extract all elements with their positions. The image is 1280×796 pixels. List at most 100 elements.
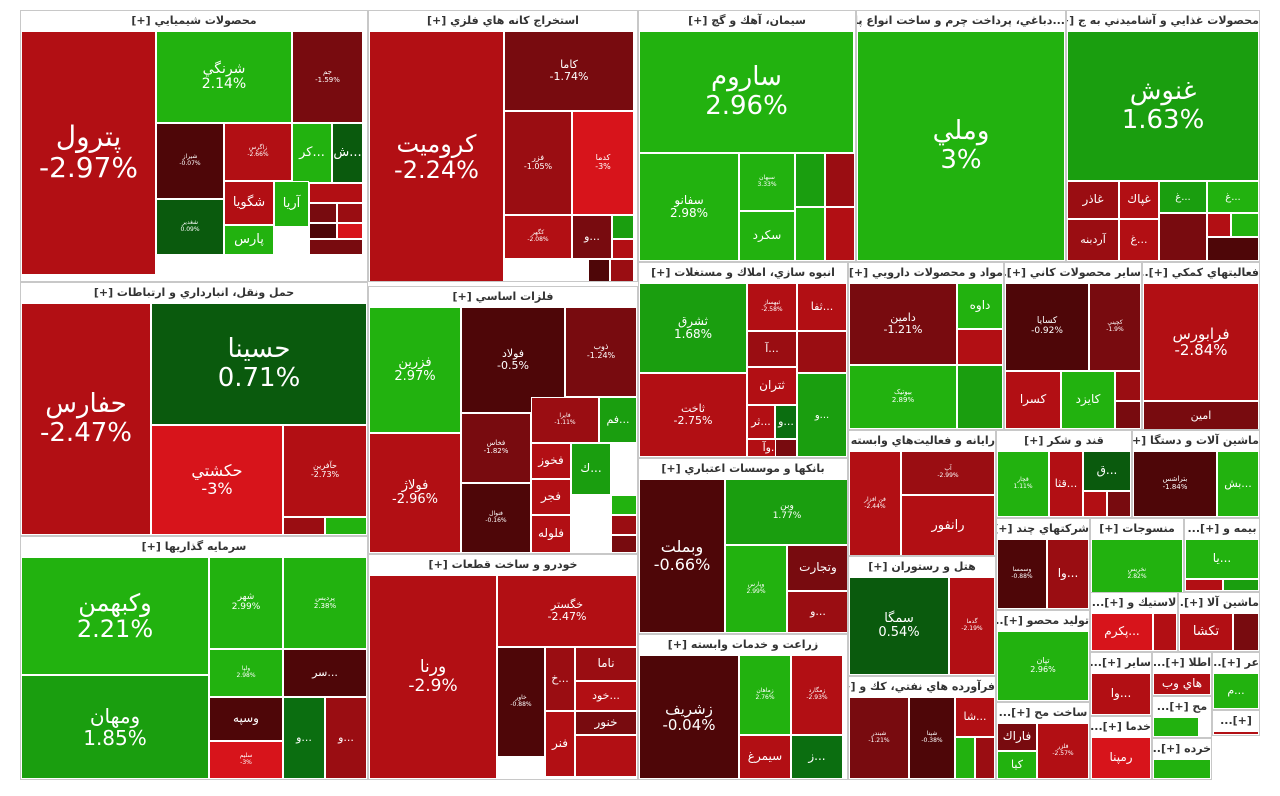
stock-tile[interactable]: داوه [957,283,1003,329]
stock-tile[interactable]: ...م [1213,673,1259,709]
stock-tile[interactable]: قچار 1.11% [997,451,1049,517]
stock-tile[interactable]: وكبهمن 2.21% [21,557,209,675]
stock-tile[interactable]: فولاژ -2.96% [369,433,461,553]
sector-title[interactable]: لاستيك و [+]... [1091,593,1177,613]
sector-title[interactable]: اطلا [+]... [1153,653,1211,673]
sector-title[interactable]: فعاليتهاي كمكي [+]... [1143,263,1259,283]
stock-tile[interactable]: ...و [283,697,325,779]
stock-tile[interactable] [795,153,825,207]
stock-tile[interactable]: ...غ [1119,219,1159,261]
stock-tile[interactable]: كسرا [1005,371,1061,429]
stock-tile[interactable] [611,535,637,553]
sector-title[interactable]: حمل ونقل، انبارداري و ارتباطات [+] [21,283,367,303]
stock-tile[interactable] [309,239,363,255]
sector-title[interactable]: خدما [+]... [1091,717,1151,737]
stock-tile[interactable]: شغدير 0.09% [156,199,224,255]
stock-tile[interactable]: آردبنه [1067,219,1119,261]
stock-tile[interactable] [1223,579,1259,591]
sector-title[interactable]: خرده [+]... [1153,739,1211,759]
stock-tile[interactable] [588,259,610,281]
sector-title[interactable]: ...دباغي، پرداخت چرم و ساخت انواع پاپو [… [857,11,1065,31]
sector-title[interactable]: قند و شكر [+] [997,431,1131,451]
stock-tile[interactable]: جم -1.59% [292,31,363,123]
stock-tile[interactable] [309,223,337,239]
sector-title[interactable]: سایر محصولات كاني [+]... [1005,263,1141,283]
sector-title[interactable]: محصولات غذايي و آشاميدني به ج [+]... [1067,11,1259,31]
stock-tile[interactable]: فزرين 2.97% [369,307,461,433]
stock-tile[interactable]: ساروم 2.96% [639,31,854,153]
stock-tile[interactable]: حفارس -2.47% [21,303,151,535]
stock-tile[interactable]: ...ق [1083,451,1131,491]
stock-tile[interactable]: ...و [775,405,797,439]
stock-tile[interactable]: سكرد [739,211,795,261]
stock-tile[interactable]: وبملت -0.66% [639,479,725,633]
stock-tile[interactable]: كايزد [1061,371,1115,429]
stock-tile[interactable] [1083,491,1107,517]
sector-title[interactable]: فرآورده هاي نفتي، كك و [+]... [849,677,995,697]
stock-tile[interactable]: وتجارت [787,545,847,591]
sector-title[interactable]: ساخت مح [+]... [997,703,1089,723]
stock-tile[interactable]: زاگرس -2.66% [224,123,292,181]
stock-tile[interactable]: ...وا [1047,539,1089,609]
stock-tile[interactable]: فرابورس -2.84% [1143,283,1259,401]
stock-tile[interactable]: كرومیت -2.24% [369,31,504,281]
sector-title[interactable]: عر [+]... [1213,653,1259,673]
stock-tile[interactable]: شيراز -0.07% [156,123,224,199]
stock-tile[interactable]: ...وا [1091,673,1151,715]
stock-tile[interactable]: فولاد -0.5% [461,307,565,413]
stock-tile[interactable]: فنر [545,711,575,777]
stock-tile[interactable]: سمگا 0.54% [849,577,949,675]
stock-tile[interactable]: ...و [797,373,847,457]
stock-tile[interactable]: ...غ [1207,181,1259,213]
stock-tile[interactable]: آپ -2.99% [901,451,995,495]
stock-tile[interactable]: فلزر -2.57% [1037,723,1089,779]
stock-tile[interactable]: ورنا -2.9% [369,575,497,779]
stock-tile[interactable]: وپارس 2.99% [725,545,787,633]
stock-tile[interactable] [957,329,1003,365]
stock-tile[interactable]: زماهان 2.76% [739,655,791,735]
sector-title[interactable]: سرمايه گذاريها [+] [21,537,367,557]
stock-tile[interactable]: سفانو 2.98% [639,153,739,261]
stock-tile[interactable]: سلیم -3% [209,741,283,779]
stock-tile[interactable]: ...آ [747,331,797,367]
stock-tile[interactable] [955,737,975,779]
stock-tile[interactable]: ...ك [571,443,611,495]
stock-tile[interactable]: گدما -2.19% [949,577,995,675]
stock-tile[interactable]: كچيني -1.9% [1089,283,1141,371]
stock-tile[interactable]: تپان 2.96% [997,631,1089,701]
stock-tile[interactable] [1107,491,1131,517]
stock-tile[interactable]: ثبهساز -2.58% [747,283,797,331]
sector-title[interactable]: استخراج كانه هاي فلزي [+] [369,11,637,31]
sector-title[interactable]: محصولات شيميايي [+] [21,11,367,31]
stock-tile[interactable]: شهر 2.99% [209,557,283,649]
stock-tile[interactable]: ...فم [599,397,637,443]
stock-tile[interactable] [309,183,363,203]
sector-title[interactable]: خودرو و ساخت قطعات [+] [369,555,637,575]
sector-title[interactable]: شركتهاي چند [+]... [997,519,1089,539]
stock-tile[interactable]: خنور [575,711,637,735]
stock-tile[interactable] [775,439,797,457]
stock-tile[interactable]: ولپا 2.98% [209,649,283,697]
stock-tile[interactable]: سيمرغ [739,735,791,779]
sector-title[interactable]: مواد و محصولات دارويي [+] [849,263,1003,283]
stock-tile[interactable]: ذوب -1.24% [565,307,637,397]
stock-tile[interactable]: فن افزار -2.44% [849,451,901,555]
stock-tile[interactable]: كگهر -2.08% [504,215,572,259]
stock-tile[interactable] [1231,213,1259,237]
stock-tile[interactable] [975,737,995,779]
stock-tile[interactable] [825,153,855,207]
stock-tile[interactable] [309,203,337,223]
stock-tile[interactable] [1233,613,1259,651]
stock-tile[interactable] [1185,579,1223,591]
stock-tile[interactable]: تكشا [1179,613,1233,651]
stock-tile[interactable]: ...و [572,215,612,259]
sector-title[interactable]: بانكها و موسسات اعتباري [+] [639,459,847,479]
stock-tile[interactable] [1115,371,1141,401]
stock-tile[interactable]: وبن 1.77% [725,479,847,545]
stock-tile[interactable]: خاور -0.88% [497,647,545,757]
stock-tile[interactable]: غاذر [1067,181,1119,219]
stock-tile[interactable]: ...سر [283,649,367,697]
stock-tile[interactable]: آريا [274,181,309,227]
stock-tile[interactable] [1213,731,1259,735]
sector-title[interactable]: ساير [+]... [1091,653,1151,673]
